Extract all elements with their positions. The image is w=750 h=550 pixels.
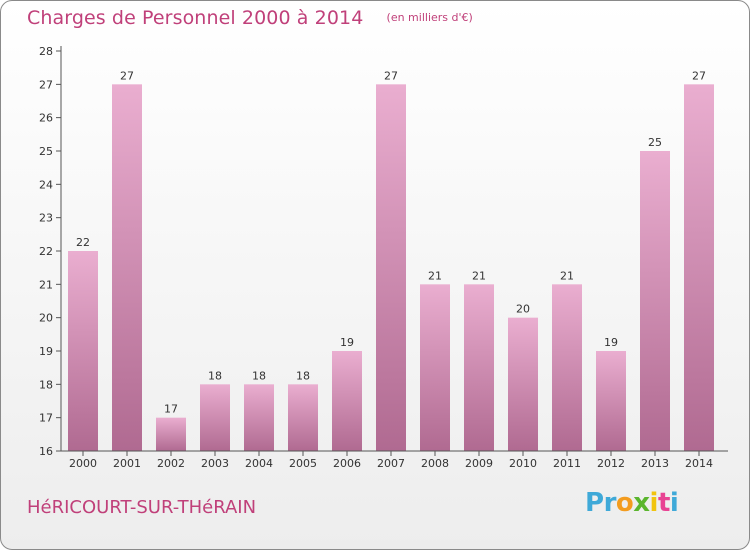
y-tick-label: 19: [39, 345, 53, 358]
y-tick-label: 22: [39, 245, 53, 258]
x-tick-label: 2002: [157, 457, 185, 470]
bar-value-label: 19: [604, 336, 618, 349]
bar[interactable]: [156, 417, 186, 451]
bar-value-label: 22: [76, 236, 90, 249]
logo-letter: t: [657, 488, 670, 518]
x-tick-label: 2013: [641, 457, 669, 470]
bar[interactable]: [420, 284, 450, 451]
bar[interactable]: [288, 384, 318, 451]
x-tick-label: 2009: [465, 457, 493, 470]
x-tick-label: 2005: [289, 457, 317, 470]
x-tick-label: 2007: [377, 457, 405, 470]
bars-layer: [68, 84, 714, 451]
x-tick-label: 2003: [201, 457, 229, 470]
city-name: HéRICOURT-SUR-THéRAIN: [27, 497, 257, 518]
bar[interactable]: [640, 151, 670, 451]
bar-value-label: 21: [472, 269, 486, 282]
bar-value-label: 20: [516, 303, 530, 316]
x-tick-label: 2014: [685, 457, 713, 470]
bar[interactable]: [200, 384, 230, 451]
bar-value-label: 19: [340, 336, 354, 349]
bar[interactable]: [68, 251, 98, 451]
bar-value-label: 21: [428, 269, 442, 282]
bar-value-label: 27: [384, 69, 398, 82]
y-tick-label: 24: [39, 178, 53, 191]
y-tick-label: 18: [39, 378, 53, 391]
bar-value-label: 18: [296, 369, 310, 382]
x-tick-label: 2000: [69, 457, 97, 470]
bar[interactable]: [332, 351, 362, 451]
labels-layer: 22 27 17 18 18 18 19 27 21 21 20 21 19 25 27: [76, 69, 706, 415]
bar-value-label: 18: [252, 369, 266, 382]
logo-letter: o: [615, 488, 634, 518]
bar-value-label: 27: [120, 69, 134, 82]
bar[interactable]: [244, 384, 274, 451]
chart-title: Charges de Personnel 2000 à 2014: [27, 7, 364, 29]
logo-letter: i: [649, 488, 659, 518]
bar-value-label: 27: [692, 69, 706, 82]
y-tick-label: 28: [39, 45, 53, 58]
bar[interactable]: [596, 351, 626, 451]
y-tick-label: 27: [39, 78, 53, 91]
y-tick-label: 26: [39, 112, 53, 125]
bar-value-label: 18: [208, 369, 222, 382]
proxiti-logo[interactable]: Proxiti: [585, 488, 679, 518]
bar-value-label: 25: [648, 136, 662, 149]
x-tick-label: 2011: [553, 457, 581, 470]
x-tick-label: 2010: [509, 457, 537, 470]
y-tick-label: 20: [39, 312, 53, 325]
bar[interactable]: [464, 284, 494, 451]
x-tick-label: 2012: [597, 457, 625, 470]
bar[interactable]: [684, 84, 714, 451]
x-tick-label: 2001: [113, 457, 141, 470]
axes-layer: 16 17 18 19 20 21 22 23 24 25 26 27 28 2000 2001 2002 20…: [39, 45, 728, 470]
x-tick-label: 2008: [421, 457, 449, 470]
y-tick-label: 17: [39, 412, 53, 425]
bar-value-label: 17: [164, 403, 178, 416]
x-tick-label: 2006: [333, 457, 361, 470]
bar[interactable]: [112, 84, 142, 451]
logo-letter: x: [633, 488, 650, 518]
y-tick-label: 21: [39, 278, 53, 291]
logo-letter: i: [669, 488, 679, 518]
logo-letter: P: [585, 488, 604, 518]
bar[interactable]: [552, 284, 582, 451]
y-tick-label: 23: [39, 212, 53, 225]
x-tick-label: 2004: [245, 457, 273, 470]
bar[interactable]: [508, 317, 538, 451]
bar-value-label: 21: [560, 269, 574, 282]
bar[interactable]: [376, 84, 406, 451]
chart-subtitle: (en milliers d'€): [386, 11, 473, 24]
y-tick-label: 25: [39, 145, 53, 158]
y-tick-label: 16: [39, 445, 53, 458]
title-row: Charges de Personnel 2000 à 2014 (en mil…: [27, 7, 473, 29]
logo-letter: r: [603, 488, 617, 518]
